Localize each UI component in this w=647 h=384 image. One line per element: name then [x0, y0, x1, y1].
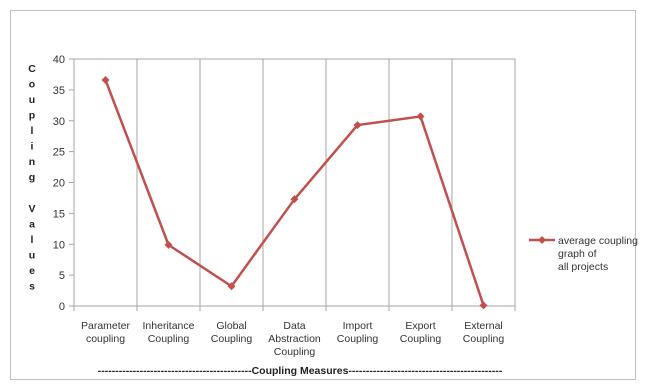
y-axis-label-letter: u: [29, 94, 35, 106]
y-axis-label-letter: g: [29, 172, 35, 184]
data-point: [479, 301, 488, 310]
y-axis-label-letter: V: [28, 203, 35, 215]
x-category-label: Global Coupling: [211, 320, 253, 345]
x-category-label: External Coupling: [463, 320, 505, 345]
data-point: [416, 112, 425, 121]
y-tick-label: 15: [53, 208, 65, 220]
y-tick-label: 30: [53, 116, 65, 128]
y-axis-label-letter: l: [31, 125, 34, 137]
data-point: [164, 240, 173, 249]
x-category-label: Inheritance Coupling: [143, 320, 195, 345]
x-axis-categories: Parameter coupling Inheritance Coupling Glob…: [81, 320, 504, 358]
y-axis-label-letter: p: [29, 110, 35, 122]
x-category-label: Export Coupling: [400, 320, 442, 345]
data-point: [353, 121, 362, 130]
legend: average coupling graph of all projects: [529, 235, 638, 273]
series-layer: [101, 75, 488, 310]
legend-marker: [538, 236, 546, 244]
y-tick-label: 40: [53, 54, 65, 66]
y-tick-label: 0: [59, 301, 65, 313]
y-tick-label: 10: [53, 239, 65, 251]
y-axis-label-letter: n: [29, 156, 35, 168]
y-axis-label-letter: a: [29, 219, 35, 231]
data-point: [101, 75, 110, 84]
plot-border: [73, 58, 516, 307]
y-axis-label-letter: s: [29, 281, 35, 293]
legend-label: average coupling graph of all projects: [558, 235, 638, 273]
x-axis-label: ----------------------------------------…: [98, 365, 503, 377]
y-axis-label-letter: u: [29, 250, 35, 262]
data-point: [227, 282, 236, 291]
y-axis-ticks: 0 5 10 15 20 25 30 35 40: [53, 54, 74, 313]
y-tick-label: 20: [53, 178, 65, 190]
y-axis-label-letter: i: [31, 141, 34, 153]
y-tick-label: 25: [53, 147, 65, 159]
y-axis-label-letter: o: [29, 79, 35, 91]
y-axis-label-letter: l: [31, 234, 34, 246]
plot-area: [73, 58, 516, 307]
y-axis-label-letter: C: [28, 63, 36, 75]
x-category-label: Parameter coupling: [81, 320, 131, 345]
data-point: [290, 195, 299, 204]
x-category-label: Data Abstraction Coupling: [268, 320, 321, 358]
x-category-label: Import Coupling: [337, 320, 379, 345]
y-tick-label: 5: [59, 270, 65, 282]
y-axis-label-letter: e: [29, 265, 35, 277]
y-tick-label: 35: [53, 85, 65, 97]
